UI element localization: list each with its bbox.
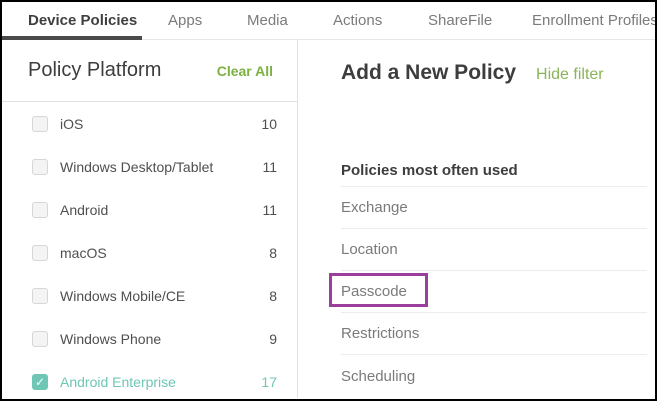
tab-sharefile[interactable]: ShareFile xyxy=(428,12,493,29)
policy-item-passcode[interactable]: Passcode xyxy=(329,271,647,313)
platform-row-android[interactable]: ✓ Android 11 xyxy=(2,188,297,231)
checkbox-unchecked-icon[interactable]: ✓ xyxy=(32,330,48,347)
tab-bar: Device Policies Apps Media Actions Share… xyxy=(2,2,655,40)
platform-row-windows-mobile-ce[interactable]: ✓ Windows Mobile/CE 8 xyxy=(2,274,297,317)
filter-panel-header: Policy Platform Clear All xyxy=(2,40,297,102)
checkbox-unchecked-icon[interactable]: ✓ xyxy=(32,244,48,261)
filter-panel-title: Policy Platform xyxy=(28,59,162,81)
checkbox-unchecked-icon[interactable]: ✓ xyxy=(32,115,48,132)
tab-device-policies[interactable]: Device Policies xyxy=(28,12,138,29)
platform-filter-list: ✓ iOS 10 ✓ Windows Desktop/Tablet 11 ✓ A… xyxy=(2,102,297,399)
checkbox-unchecked-icon[interactable]: ✓ xyxy=(32,287,48,304)
tab-actions[interactable]: Actions xyxy=(333,12,383,29)
platform-count: 8 xyxy=(269,287,277,304)
main-content: Policy Platform Clear All ✓ iOS 10 ✓ Win… xyxy=(2,40,655,398)
platform-row-ios[interactable]: ✓ iOS 10 xyxy=(2,102,297,145)
clear-all-link[interactable]: Clear All xyxy=(216,62,273,79)
policies-section-title: Policies most often used xyxy=(341,155,647,187)
policy-platform-filter-panel: Policy Platform Clear All ✓ iOS 10 ✓ Win… xyxy=(2,40,298,398)
platform-count: 11 xyxy=(262,158,277,175)
platform-label: Windows Mobile/CE xyxy=(60,287,186,304)
platform-label: Windows Phone xyxy=(60,330,162,347)
platform-row-macos[interactable]: ✓ macOS 8 xyxy=(2,231,297,274)
platform-row-windows-phone[interactable]: ✓ Windows Phone 9 xyxy=(2,317,297,360)
tab-media[interactable]: Media xyxy=(247,12,288,29)
platform-label: Android Enterprise xyxy=(60,373,176,390)
platform-count: 8 xyxy=(269,244,277,261)
tab-enrollment-profiles[interactable]: Enrollment Profiles xyxy=(532,12,657,29)
policy-item-location[interactable]: Location xyxy=(341,229,647,271)
policy-list: Exchange Location Passcode Restrictions … xyxy=(329,187,647,397)
platform-count: 10 xyxy=(261,115,277,132)
platform-label: Windows Desktop/Tablet xyxy=(60,158,214,175)
policy-item-label: Passcode xyxy=(341,283,407,300)
page-title: Add a New Policy xyxy=(341,61,517,84)
checkbox-checked-icon[interactable]: ✓ xyxy=(32,373,48,390)
platform-row-windows-desktop-tablet[interactable]: ✓ Windows Desktop/Tablet 11 xyxy=(2,145,297,188)
platform-count: 17 xyxy=(261,373,277,390)
platform-label: macOS xyxy=(60,244,107,261)
add-policy-header: Add a New Policy Hide filter xyxy=(341,40,647,85)
platform-label: Android xyxy=(60,201,109,218)
platform-label: iOS xyxy=(60,115,84,132)
tab-apps[interactable]: Apps xyxy=(168,12,203,29)
policy-item-scheduling[interactable]: Scheduling xyxy=(341,367,416,385)
platform-row-android-enterprise[interactable]: ✓ Android Enterprise 17 xyxy=(2,360,297,399)
policy-item-restrictions[interactable]: Restrictions xyxy=(341,313,647,355)
platform-count: 11 xyxy=(262,201,277,218)
checkbox-unchecked-icon[interactable]: ✓ xyxy=(32,201,48,218)
checkbox-unchecked-icon[interactable]: ✓ xyxy=(32,158,48,175)
active-tab-indicator xyxy=(2,36,142,40)
policy-item-exchange[interactable]: Exchange xyxy=(341,187,647,229)
add-policy-panel: Add a New Policy Hide filter Policies mo… xyxy=(298,40,655,398)
platform-count: 9 xyxy=(269,330,277,347)
hide-filter-link[interactable]: Hide filter xyxy=(536,66,604,83)
